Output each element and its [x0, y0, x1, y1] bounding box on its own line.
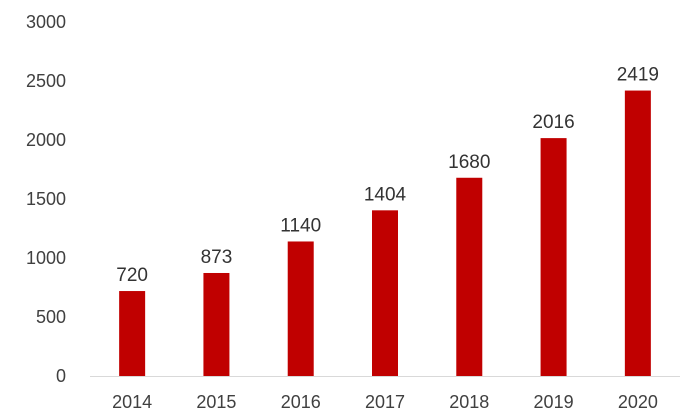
y-axis-tick-labels: 0 500 1000 1500 2000 2500 3000	[26, 12, 66, 386]
data-label-2019: 2016	[532, 112, 574, 133]
y-tick-label: 500	[36, 307, 66, 327]
x-tick-label-2018: 2018	[449, 392, 489, 412]
bar-2015	[203, 272, 230, 376]
bars	[119, 90, 651, 377]
y-tick-label: 1500	[26, 189, 66, 209]
data-label-2016: 1140	[280, 215, 321, 236]
y-tick-label: 2500	[26, 71, 66, 91]
x-axis-tick-labels: 2014 2015 2016 2017 2018 2019 2020	[112, 392, 658, 412]
bar-2019	[540, 138, 567, 376]
y-tick-label: 0	[56, 366, 66, 386]
y-tick-label: 1000	[26, 248, 66, 268]
y-tick-label: 3000	[26, 12, 66, 32]
x-tick-label-2016: 2016	[281, 392, 321, 412]
data-label-2020: 2419	[617, 65, 659, 86]
data-label-2017: 1404	[364, 184, 407, 205]
x-tick-label-2017: 2017	[365, 392, 405, 412]
data-label-2014: 720	[116, 265, 148, 286]
bar-2020	[624, 90, 651, 377]
x-tick-label-2015: 2015	[196, 392, 236, 412]
y-tick-label: 2000	[26, 130, 66, 150]
bar-2014	[119, 291, 146, 376]
data-label-2015: 873	[201, 247, 233, 268]
bar-2017	[372, 210, 398, 376]
bar-2016	[287, 241, 314, 376]
bar-2018	[456, 177, 483, 376]
x-tick-label-2020: 2020	[618, 392, 658, 412]
data-label-2018: 1680	[448, 152, 490, 173]
x-tick-label-2019: 2019	[534, 392, 574, 412]
data-labels: 720 873 1140 1404 1680 2016 2419	[116, 65, 659, 286]
x-tick-label-2014: 2014	[112, 392, 152, 412]
